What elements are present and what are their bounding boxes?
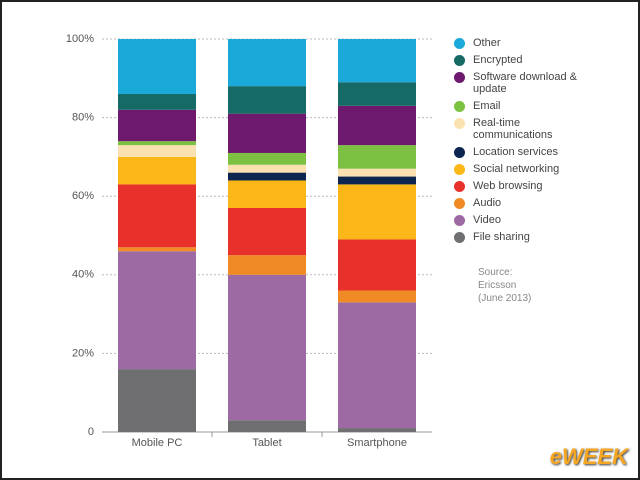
bar-segment xyxy=(338,105,416,146)
bar-segment xyxy=(118,39,196,95)
legend-swatch xyxy=(454,55,465,66)
bar-segment xyxy=(118,184,196,248)
bar-segment xyxy=(338,302,416,429)
legend-item: Video xyxy=(454,214,594,226)
legend-item: Software download & update xyxy=(454,71,594,95)
bar-segment xyxy=(228,274,306,421)
bar-segment xyxy=(338,176,416,185)
legend-label: Social networking xyxy=(473,163,560,175)
legend-label: Other xyxy=(473,37,501,49)
legend-swatch xyxy=(454,198,465,209)
legend-item: Social networking xyxy=(454,163,594,175)
legend-item: Audio xyxy=(454,197,594,209)
y-tick-label: 0 xyxy=(88,426,94,438)
bar-segment xyxy=(118,251,196,370)
legend-label: Software download & update xyxy=(473,71,577,95)
bar-segment xyxy=(338,39,416,83)
bar-segment xyxy=(338,168,416,177)
source: Source: Ericsson (June 2013) xyxy=(478,266,548,305)
bar-segment xyxy=(118,369,196,432)
bar-segment xyxy=(228,255,306,275)
legend-label: Encrypted xyxy=(473,54,523,66)
bar-segment xyxy=(228,420,306,432)
y-tick-label: 100% xyxy=(66,33,94,45)
bar-segment xyxy=(338,290,416,303)
bar-segment xyxy=(228,86,306,114)
legend-label: Real-time communications xyxy=(473,117,553,141)
x-tick-label: Smartphone xyxy=(347,437,407,449)
bar-segment xyxy=(228,172,306,181)
bar-segment xyxy=(228,164,306,173)
legend-swatch xyxy=(454,118,465,129)
legend-swatch xyxy=(454,164,465,175)
legend-swatch xyxy=(454,147,465,158)
bar-segment xyxy=(228,180,306,208)
legend: Other Encrypted Software download & update… xyxy=(454,37,594,248)
bar-segment xyxy=(228,207,306,256)
legend-label: File sharing xyxy=(473,231,530,243)
y-tick-label: 40% xyxy=(72,269,94,281)
legend-label: Web browsing xyxy=(473,180,543,192)
bar-segment xyxy=(118,141,196,146)
bar-segment xyxy=(118,109,196,142)
bar-segment xyxy=(338,145,416,169)
y-tick-label: 80% xyxy=(72,112,94,124)
y-tick-label: 60% xyxy=(72,190,94,202)
bar-segment xyxy=(338,239,416,291)
source-text: Source: Ericsson xyxy=(478,267,517,291)
source-date: (June 2013) xyxy=(478,293,532,304)
legend-item: Real-time communications xyxy=(454,117,594,141)
legend-swatch xyxy=(454,101,465,112)
bar-segment xyxy=(118,94,196,110)
legend-label: Audio xyxy=(473,197,502,209)
bar-segment xyxy=(228,152,306,165)
y-tick-label: 20% xyxy=(72,347,94,359)
legend-item: Web browsing xyxy=(454,180,594,192)
legend-swatch xyxy=(454,38,465,49)
x-tick-label: Mobile PC xyxy=(132,437,183,449)
bar-segment xyxy=(338,82,416,106)
legend-item: Other xyxy=(454,37,594,49)
legend-swatch xyxy=(454,232,465,243)
bar-segment xyxy=(118,156,196,185)
bar-segment xyxy=(338,428,416,432)
bar-segment xyxy=(118,145,196,157)
legend-item: Location services xyxy=(454,146,594,158)
legend-swatch xyxy=(454,215,465,226)
bar-segment xyxy=(228,39,306,87)
bar-segment xyxy=(338,184,416,240)
bar-segment xyxy=(118,247,196,252)
logo: eWEEK xyxy=(549,444,628,469)
legend-swatch xyxy=(454,72,465,83)
x-tick-label: Tablet xyxy=(252,437,281,449)
legend-item: File sharing xyxy=(454,231,594,243)
legend-label: Video xyxy=(473,214,501,226)
bar-segment xyxy=(228,113,306,153)
legend-swatch xyxy=(454,181,465,192)
legend-label: Location services xyxy=(473,146,558,158)
legend-item: Encrypted xyxy=(454,54,594,66)
legend-label: Email xyxy=(473,100,501,112)
legend-item: Email xyxy=(454,100,594,112)
